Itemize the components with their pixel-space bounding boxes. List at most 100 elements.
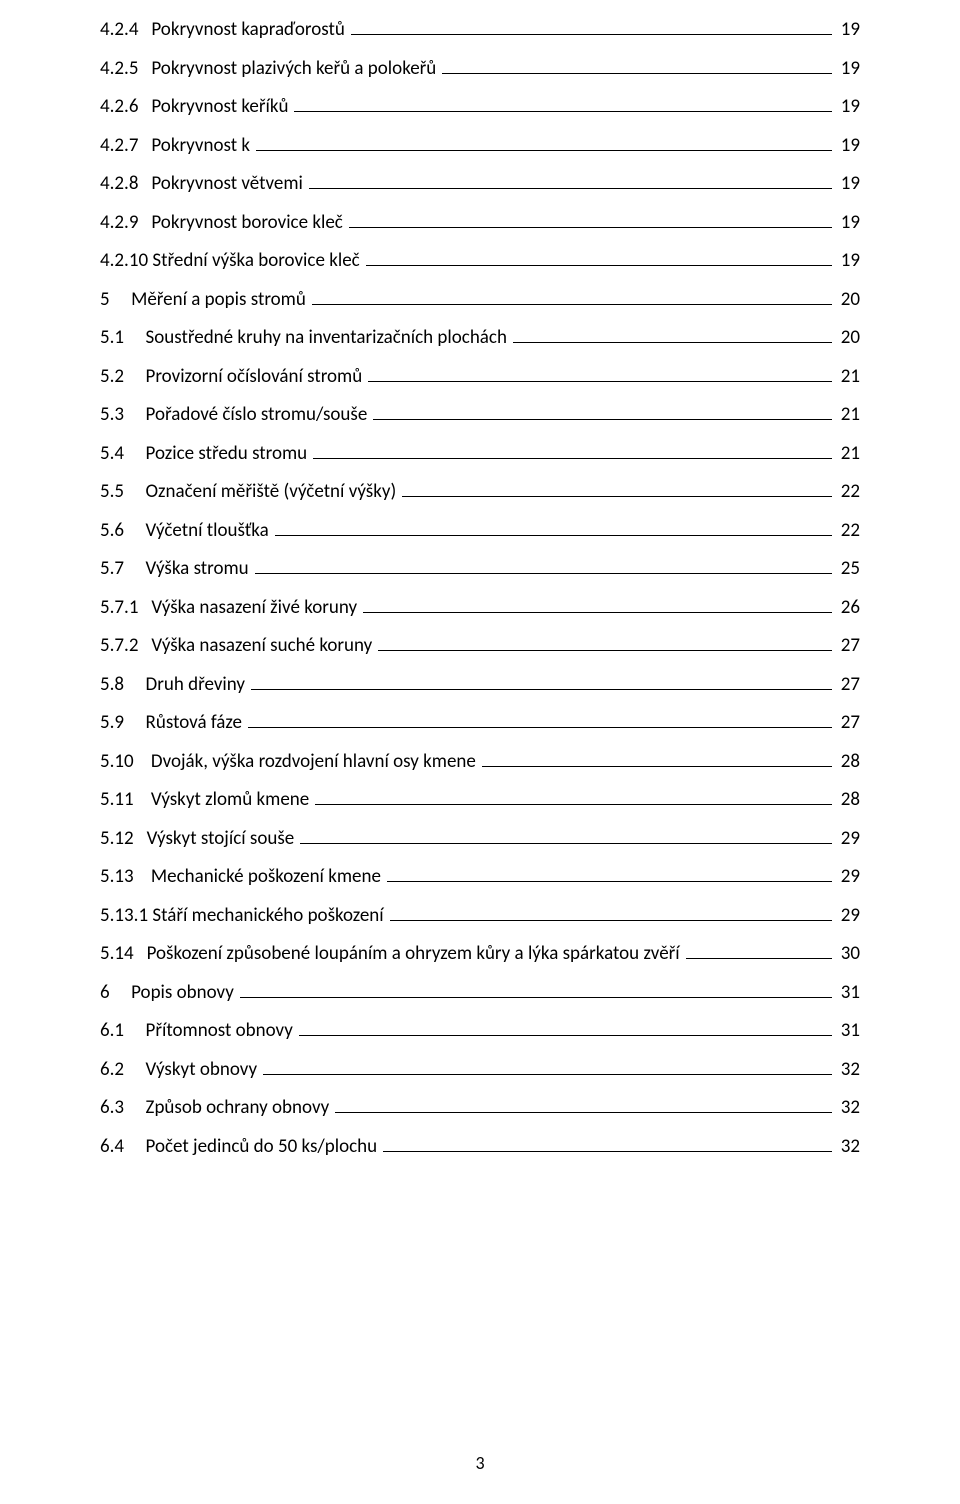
toc-leader-line	[294, 111, 832, 112]
toc-entry: 5.7.1 Výška nasazení živé koruny 26	[100, 598, 860, 617]
toc-leader-line	[390, 920, 833, 921]
toc-entry-number: 6.1	[100, 1021, 146, 1040]
toc-entry-title: Pokryvnost kapraďorostů	[151, 20, 344, 39]
toc-entry-title: Počet jedinců do 50 ks/plochu	[146, 1137, 378, 1156]
toc-entry-page: 19	[836, 136, 860, 155]
toc-entry-page: 22	[836, 521, 860, 540]
toc-entry-title: Střední výška borovice kleč	[152, 251, 359, 270]
toc-entry-number: 5.7.1	[100, 598, 151, 617]
toc-entry-number: 5.11	[100, 790, 151, 809]
toc-leader-line	[255, 573, 833, 574]
toc-entry: 5.7 Výška stromu 25	[100, 559, 860, 578]
toc-entry: 6.4 Počet jedinců do 50 ks/plochu 32	[100, 1137, 860, 1156]
toc-leader-line	[315, 804, 832, 805]
toc-entry-number: 5.7.2	[100, 636, 151, 655]
toc-leader-line	[251, 689, 832, 690]
toc-entry-number: 4.2.6	[100, 97, 151, 116]
toc-leader-line	[240, 997, 833, 998]
toc-leader-line	[275, 535, 833, 536]
toc-entry-number: 5.9	[100, 713, 146, 732]
toc-entry-number: 5.3	[100, 405, 146, 424]
toc-entry: 5.13.1 Stáří mechanického poškození 29	[100, 906, 860, 925]
toc-leader-line	[482, 766, 833, 767]
toc-leader-line	[256, 150, 832, 151]
toc-entry: 5.10 Dvoják, výška rozdvojení hlavní osy…	[100, 752, 860, 771]
toc-entry-page: 25	[836, 559, 860, 578]
toc-entry: 4.2.8 Pokryvnost větvemi 19	[100, 174, 860, 193]
toc-leader-line	[442, 73, 832, 74]
toc-entry-title: Stáří mechanického poškození	[152, 906, 383, 925]
toc-entry: 4.2.6 Pokryvnost keříků 19	[100, 97, 860, 116]
toc-entry-page: 29	[836, 906, 860, 925]
toc-entry-page: 29	[836, 829, 860, 848]
toc-entry: 5.13 Mechanické poškození kmene 29	[100, 867, 860, 886]
toc-entry-number: 6.4	[100, 1137, 146, 1156]
toc-entry-page: 28	[836, 790, 860, 809]
toc-entry: 6 Popis obnovy 31	[100, 983, 860, 1002]
toc-entry-title: Pokryvnost plazivých keřů a polokeřů	[151, 59, 436, 78]
toc-entry-page: 27	[836, 636, 860, 655]
toc-entry-title: Popis obnovy	[131, 983, 234, 1002]
toc-entry-title: Druh dřeviny	[146, 675, 245, 694]
toc-entry-page: 31	[836, 983, 860, 1002]
toc-entry-page: 31	[836, 1021, 860, 1040]
toc-entry-number: 6.3	[100, 1098, 146, 1117]
toc-entry-page: 32	[836, 1060, 860, 1079]
toc-entry-number: 5.1	[100, 328, 146, 347]
toc-entry-number: 5.14	[100, 944, 147, 963]
toc-entry-title: Mechanické poškození kmene	[151, 867, 381, 886]
toc-entry-page: 19	[836, 59, 860, 78]
toc-entry: 4.2.9 Pokryvnost borovice kleč 19	[100, 213, 860, 232]
toc-leader-line	[373, 419, 832, 420]
toc-entry-page: 21	[836, 444, 860, 463]
toc-entry-title: Výška stromu	[146, 559, 249, 578]
toc-entry-title: Způsob ochrany obnovy	[146, 1098, 330, 1117]
toc-entry-title: Provizorní očíslování stromů	[146, 367, 363, 386]
toc-entry: 5.4 Pozice středu stromu 21	[100, 444, 860, 463]
toc-entry-page: 19	[836, 174, 860, 193]
toc-entry-title: Pokryvnost keříků	[151, 97, 288, 116]
toc-leader-line	[351, 34, 833, 35]
toc-entry-title: Poškození způsobené loupáním a ohryzem k…	[147, 944, 680, 963]
toc-leader-line	[299, 1035, 833, 1036]
toc-entry-page: 32	[836, 1098, 860, 1117]
toc-entry-page: 21	[836, 367, 860, 386]
toc-entry: 4.2.7 Pokryvnost k 19	[100, 136, 860, 155]
toc-leader-line	[313, 458, 832, 459]
toc-entry: 6.1 Přítomnost obnovy 31	[100, 1021, 860, 1040]
toc-entry: 5.8 Druh dřeviny 27	[100, 675, 860, 694]
toc-entry-number: 4.2.10	[100, 251, 152, 270]
toc-entry: 5.9 Růstová fáze 27	[100, 713, 860, 732]
toc-leader-line	[248, 727, 832, 728]
toc-entry-page: 19	[836, 97, 860, 116]
toc-leader-line	[513, 342, 833, 343]
toc-entry-number: 5.6	[100, 521, 146, 540]
toc-entry: 5.11 Výskyt zlomů kmene 28	[100, 790, 860, 809]
toc-entry-page: 29	[836, 867, 860, 886]
toc-entry-title: Výška nasazení živé koruny	[151, 598, 357, 617]
toc-entry-title: Pozice středu stromu	[146, 444, 308, 463]
toc-entry-page: 26	[836, 598, 860, 617]
toc-entry: 5.7.2 Výška nasazení suché koruny 27	[100, 636, 860, 655]
toc-entry: 5.5 Označení měřiště (výčetní výšky) 22	[100, 482, 860, 501]
toc-entry: 6.2 Výskyt obnovy 32	[100, 1060, 860, 1079]
toc-entry-page: 21	[836, 405, 860, 424]
toc-entry-title: Měření a popis stromů	[131, 290, 306, 309]
toc-entry: 6.3 Způsob ochrany obnovy 32	[100, 1098, 860, 1117]
toc-leader-line	[686, 958, 833, 959]
toc-entry-number: 5.12	[100, 829, 147, 848]
toc-entry: 5 Měření a popis stromů 20	[100, 290, 860, 309]
toc-entry-page: 19	[836, 213, 860, 232]
toc-entry: 5.14 Poškození způsobené loupáním a ohry…	[100, 944, 860, 963]
toc-entry-title: Výskyt zlomů kmene	[151, 790, 309, 809]
toc-entry-title: Pokryvnost k	[151, 136, 250, 155]
toc-entry: 4.2.5 Pokryvnost plazivých keřů a poloke…	[100, 59, 860, 78]
toc-entry: 5.6 Výčetní tloušťka 22	[100, 521, 860, 540]
toc-entry-number: 4.2.7	[100, 136, 151, 155]
toc-entry-title: Pokryvnost větvemi	[151, 174, 302, 193]
toc-entry-number: 5.13	[100, 867, 151, 886]
toc-entry: 5.1 Soustředné kruhy na inventarizačních…	[100, 328, 860, 347]
toc-entry-page: 27	[836, 675, 860, 694]
toc-leader-line	[368, 381, 832, 382]
toc-entry-page: 30	[836, 944, 860, 963]
